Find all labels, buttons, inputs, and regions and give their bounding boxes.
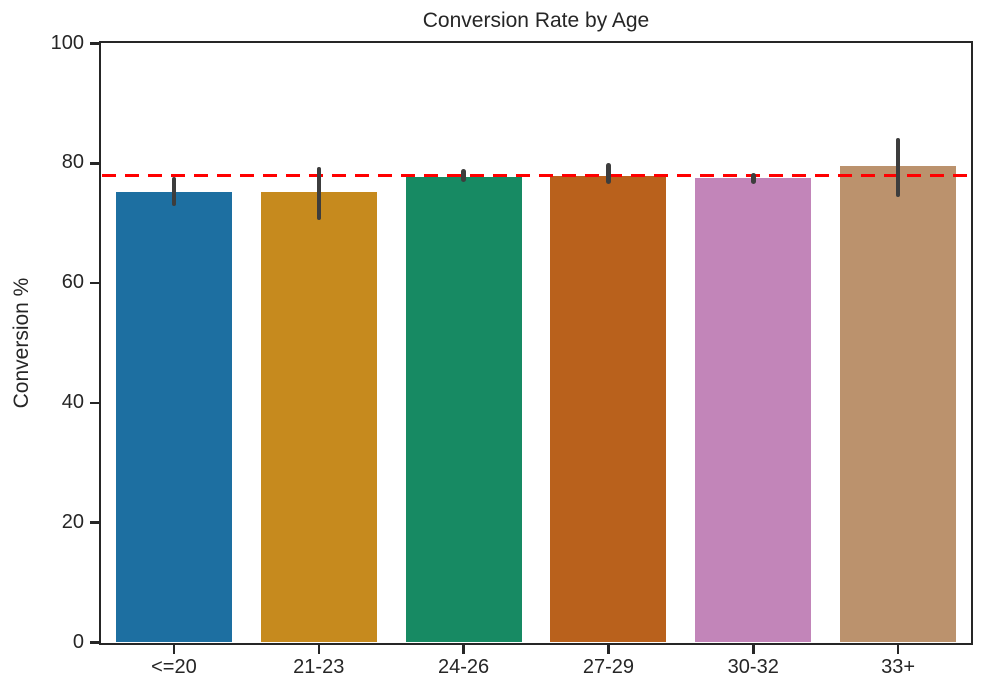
bar-24-26 <box>405 177 522 643</box>
x-tick-mark <box>317 645 320 654</box>
y-tick-label: 20 <box>61 510 84 533</box>
y-tick-label: 60 <box>61 271 84 294</box>
error-bar-33+ <box>895 138 901 197</box>
y-tick-mark <box>90 162 99 165</box>
y-tick-mark <box>90 42 99 45</box>
error-bar-27-29 <box>606 163 611 184</box>
y-tick-label: 40 <box>61 390 84 413</box>
y-tick-label: 80 <box>61 151 84 174</box>
error-bar-21-23 <box>316 166 321 221</box>
error-bar-<=20 <box>171 177 177 206</box>
bar-30-32 <box>695 177 812 643</box>
x-tick-label: 27-29 <box>582 656 634 678</box>
chart-title: Conversion Rate by Age <box>422 9 650 32</box>
y-tick-mark <box>90 521 99 524</box>
y-tick-label: 0 <box>72 630 84 653</box>
error-bar-24-26 <box>461 168 466 182</box>
x-tick-mark <box>752 645 755 654</box>
x-tick-label: 30-32 <box>727 656 779 678</box>
x-tick-label: 24-26 <box>438 656 490 678</box>
x-tick-label: 33+ <box>881 656 916 678</box>
x-tick-mark <box>462 645 465 654</box>
bar-33+ <box>840 165 956 643</box>
y-axis-label: Conversion % <box>10 277 33 409</box>
x-tick-mark <box>896 645 900 654</box>
y-tick-mark <box>90 281 99 285</box>
bar-<=20 <box>115 192 232 643</box>
bar-21-23 <box>260 192 377 643</box>
x-tick-mark <box>607 645 610 654</box>
error-bar-30-32 <box>751 173 756 184</box>
x-tick-label: 21-23 <box>293 656 345 678</box>
y-tick-mark <box>90 401 99 405</box>
reference-line <box>101 173 971 177</box>
x-tick-label: <=20 <box>151 656 197 678</box>
bar-27-29 <box>550 175 667 643</box>
y-tick-label: 100 <box>50 31 84 54</box>
x-tick-mark <box>172 645 176 654</box>
plot-area <box>99 41 973 645</box>
y-tick-mark <box>90 641 99 644</box>
